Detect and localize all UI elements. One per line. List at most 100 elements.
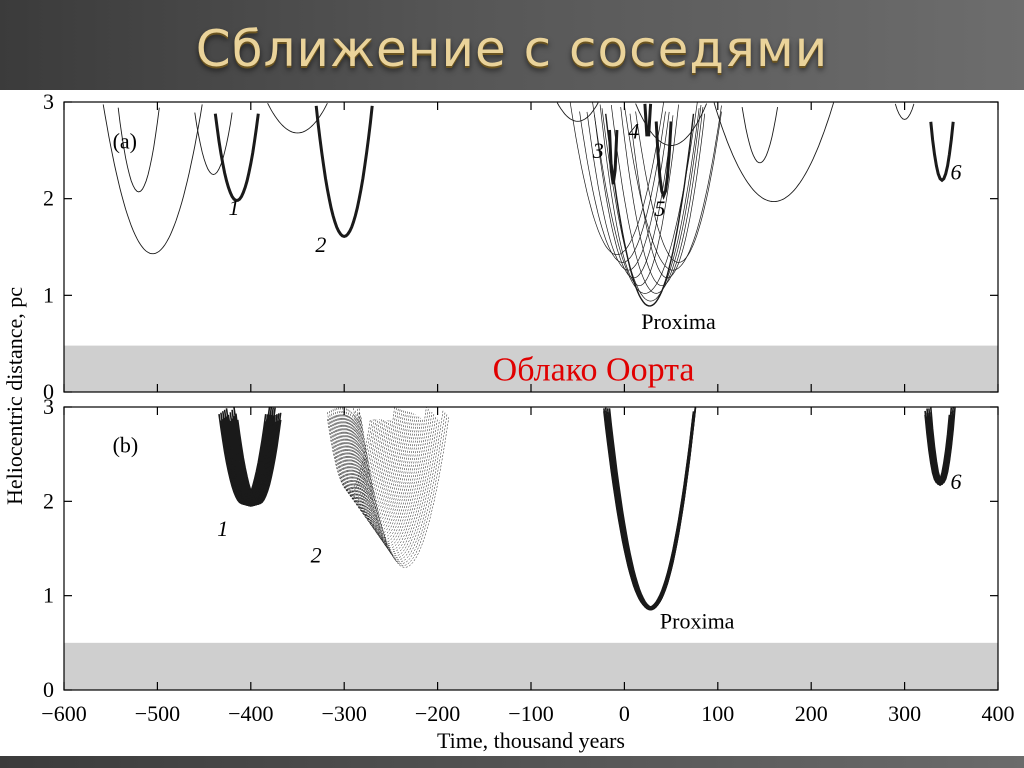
- series-1-track: [236, 419, 282, 505]
- series-label-2: 2: [315, 232, 326, 257]
- x-tick-label: −400: [228, 701, 273, 726]
- series-6-line: [929, 121, 955, 183]
- series-2-track: [353, 408, 429, 549]
- thin-track: [102, 104, 203, 255]
- x-tick-label: 300: [888, 701, 921, 726]
- y-tick-label: 2: [43, 186, 54, 211]
- panel-b-x-tick-labels: −600 −500 −400 −300 −200 −100 0 100 200 300 400: [41, 701, 1014, 726]
- x-tick-label: −600: [41, 701, 86, 726]
- series-proxima-line: [605, 113, 695, 307]
- x-tick-label: 200: [795, 701, 828, 726]
- slide-title: Сближение с соседями: [195, 20, 829, 78]
- series-2-track: [358, 411, 446, 564]
- series-2-track: [334, 408, 388, 509]
- proxima-cluster-track: [601, 108, 700, 302]
- series-2-track: [351, 417, 422, 543]
- panel-b-ticks: [63, 406, 999, 691]
- series-2-track: [353, 408, 431, 550]
- y-axis-label: Heliocentric distance, pc: [2, 287, 27, 505]
- y-tick-label: 0: [43, 677, 54, 702]
- oort-cloud-label: Облако Оорта: [493, 351, 695, 388]
- series-2-track: [340, 407, 401, 521]
- series-2-track: [329, 411, 377, 498]
- series-2-track: [355, 411, 433, 552]
- panel-a-series-labels: 1 2 34 5 6 Proxima: [228, 119, 961, 334]
- y-tick-label: 1: [43, 583, 54, 608]
- x-tick-label: −300: [321, 701, 366, 726]
- x-tick-label: −200: [415, 701, 460, 726]
- x-tick-label: 0: [619, 701, 630, 726]
- proxima-cluster-track: [635, 111, 722, 263]
- series-label-6: 6: [950, 469, 961, 494]
- series-label-3: 3: [592, 138, 604, 163]
- series-2-track: [351, 411, 423, 545]
- series-2-track: [358, 408, 448, 566]
- thin-track: [117, 107, 160, 193]
- series-label-6: 6: [950, 159, 961, 184]
- series-2-track: [353, 406, 427, 547]
- panel-a-label: (a): [113, 128, 137, 153]
- y-tick-label: 3: [43, 394, 54, 419]
- y-tick-label: 2: [43, 488, 54, 513]
- series-2-line: [314, 105, 374, 238]
- x-tick-label: 100: [701, 701, 734, 726]
- series-2-track: [340, 408, 399, 519]
- panel-b-tracks: [218, 406, 956, 611]
- series-label-5: 5: [654, 196, 665, 221]
- series-2-track: [338, 407, 395, 515]
- x-axis-label: Time, thousand years: [437, 728, 625, 753]
- series-6-track: [930, 407, 956, 484]
- slide-header: Сближение с соседями: [0, 0, 1024, 90]
- slide-footer-bar: [0, 756, 1024, 768]
- series-2-track: [334, 415, 386, 507]
- series-2-track: [357, 408, 440, 560]
- series-2-track: [342, 409, 403, 523]
- y-tick-label: 3: [43, 90, 54, 114]
- series-2-track: [358, 409, 444, 562]
- x-tick-label: −100: [508, 701, 553, 726]
- series-2-track: [332, 416, 382, 503]
- series-2-track: [343, 407, 408, 529]
- series-label-proxima: Proxima: [660, 609, 735, 634]
- y-tick-label: 0: [43, 379, 54, 404]
- thin-track: [556, 102, 599, 122]
- proxima-cluster-track: [592, 102, 698, 294]
- panel-a-tracks: [102, 102, 955, 307]
- series-2-track: [330, 417, 379, 499]
- proxima-cluster-track: [599, 104, 679, 287]
- y-tick-label: 1: [43, 282, 54, 307]
- panel-b-series-labels: 1 2 6 Proxima: [217, 469, 961, 634]
- panel-a-y-tick-labels: 0 1 2 3: [43, 90, 54, 404]
- series-label-1: 1: [228, 195, 239, 220]
- series-2-track: [347, 413, 414, 535]
- series-2-track: [357, 413, 438, 558]
- series-2-track: [327, 419, 371, 492]
- proxima-cluster-track: [610, 104, 702, 294]
- series-2-track: [349, 415, 418, 539]
- thin-track: [894, 103, 915, 120]
- series-2-track: [343, 410, 407, 527]
- series-2-track: [360, 417, 450, 568]
- proxima-cluster-track: [624, 105, 722, 271]
- series-proxima-track: [608, 408, 697, 609]
- series-label-4: 4: [628, 119, 639, 144]
- panel-b: 0 1 2 3 −600 −500 −400 −300 −200 −100 0 100 200 300 4…: [41, 394, 1014, 726]
- series-2-track: [345, 408, 412, 533]
- thin-track: [713, 102, 835, 203]
- series-2-track: [357, 415, 436, 556]
- proxima-cluster-track: [620, 107, 704, 287]
- series-2-track: [355, 410, 435, 554]
- series-2-track: [338, 407, 397, 517]
- thin-track: [741, 107, 779, 164]
- panel-b-y-tick-labels: 0 1 2 3: [43, 394, 54, 702]
- series-label-2: 2: [311, 543, 322, 568]
- panel-a-ticks: [63, 101, 999, 393]
- series-label-1: 1: [217, 516, 228, 541]
- panel-b-label: (b): [113, 432, 139, 457]
- x-tick-label: 400: [982, 701, 1015, 726]
- proxima-cluster-track: [579, 111, 666, 263]
- series-2-track: [349, 410, 420, 541]
